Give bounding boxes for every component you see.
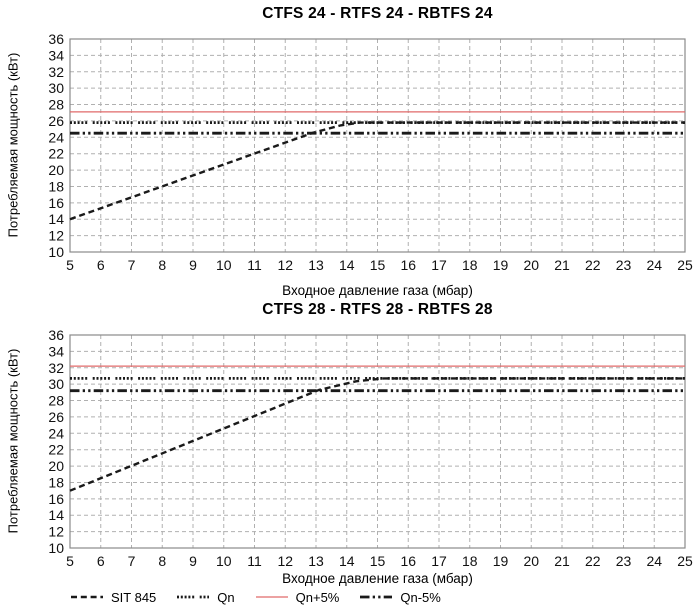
x-tick-label: 6 (97, 553, 105, 569)
y-tick-label: 28 (48, 393, 64, 409)
legend: SIT 845 Qn Qn+5% Qn-5% (70, 589, 441, 605)
y-tick-label: 16 (48, 491, 64, 507)
x-tick-label: 7 (128, 553, 136, 569)
legend-item-qn: Qn (176, 589, 235, 605)
x-tick-label: 19 (493, 553, 509, 569)
x-tick-label: 14 (339, 553, 355, 569)
y-tick-label: 18 (48, 474, 64, 490)
chart-title-28: CTFS 28 - RTFS 28 - RBTFS 28 (262, 301, 493, 318)
x-tick-label: 25 (677, 553, 693, 569)
x-tick-label: 13 (308, 553, 324, 569)
y-tick-label: 26 (48, 409, 64, 425)
legend-line-sample (360, 595, 393, 599)
x-tick-label: 23 (616, 257, 632, 273)
legend-line-sample (177, 595, 210, 599)
y-tick-label: 30 (48, 376, 64, 392)
plot-border (69, 38, 686, 253)
x-tick-label: 17 (431, 553, 447, 569)
legend-label: Qn-5% (400, 589, 441, 605)
x-tick-label: 16 (400, 553, 416, 569)
y-tick-label: 36 (48, 327, 64, 343)
x-tick-label: 24 (646, 257, 662, 273)
y-tick-label: 14 (48, 507, 64, 523)
y-tick-label: 22 (48, 442, 64, 458)
y-tick-label: 32 (48, 64, 64, 80)
y-tick-label: 14 (48, 211, 64, 227)
x-tick-label: 15 (370, 553, 386, 569)
legend-item-qn-5-: Qn-5% (359, 589, 441, 605)
chart-plot-28: 5 6 7 8 9 10 11 12 13 14 15 16 17 18 19 20 21 22 23 24 25101… (48, 327, 693, 569)
x-tick-label: 12 (277, 553, 293, 569)
x-tick-label: 14 (339, 257, 355, 273)
y-tick-label: 16 (48, 195, 64, 211)
y-tick-label: 26 (48, 113, 64, 129)
x-tick-label: 23 (616, 553, 632, 569)
y-tick-label: 20 (48, 162, 64, 178)
x-tick-label: 25 (677, 257, 693, 273)
legend-label: SIT 845 (111, 589, 157, 605)
y-tick-label: 24 (48, 425, 64, 441)
x-tick-label: 11 (247, 257, 262, 273)
chart-title-24: CTFS 24 - RTFS 24 - RBTFS 24 (262, 5, 493, 22)
x-tick-label: 16 (400, 257, 416, 273)
y-tick-label: 34 (48, 47, 64, 63)
x-tick-label: 5 (66, 257, 74, 273)
y-tick-label: 28 (48, 97, 64, 113)
legend-item-qn-5-: Qn+5% (255, 589, 340, 605)
x-tick-label: 18 (462, 257, 478, 273)
x-tick-label: 21 (554, 257, 570, 273)
x-tick-label: 8 (158, 553, 166, 569)
legend-label: Qn+5% (295, 589, 340, 605)
x-tick-label: 10 (216, 257, 232, 273)
x-tick-label: 12 (277, 257, 293, 273)
x-tick-label: 18 (462, 553, 478, 569)
y-tick-label: 24 (48, 129, 64, 145)
x-tick-label: 13 (308, 257, 324, 273)
x-tick-label: 20 (523, 257, 539, 273)
y-tick-label: 34 (48, 343, 64, 359)
x-tick-label: 24 (646, 553, 662, 569)
x-tick-label: 8 (158, 257, 166, 273)
y-tick-label: 22 (48, 146, 64, 162)
x-tick-label: 19 (493, 257, 509, 273)
y-tick-label: 12 (48, 228, 64, 244)
x-tick-label: 9 (189, 553, 197, 569)
chart-plot-24: 5 6 7 8 9 10 11 12 13 14 15 16 17 18 19 20 21 22 23 24 25101… (48, 31, 693, 273)
x-tick-label: 22 (585, 553, 601, 569)
y-tick-label: 18 (48, 178, 64, 194)
x-axis-label-28: Входное давление газа (мбар) (282, 571, 473, 586)
legend-label: Qn (217, 589, 235, 605)
x-tick-label: 17 (431, 257, 447, 273)
y-tick-label: 30 (48, 80, 64, 96)
x-tick-label: 11 (247, 553, 262, 569)
x-tick-label: 20 (523, 553, 539, 569)
x-tick-label: 7 (128, 257, 136, 273)
y-tick-label: 12 (48, 524, 64, 540)
x-tick-label: 9 (189, 257, 197, 273)
plot-border (69, 334, 686, 549)
x-axis-label-24: Входное давление газа (мбар) (282, 283, 473, 298)
y-tick-label: 36 (48, 31, 64, 47)
y-tick-label: 20 (48, 458, 64, 474)
x-tick-label: 10 (216, 553, 232, 569)
x-tick-label: 21 (554, 553, 570, 569)
y-tick-label: 32 (48, 360, 64, 376)
legend-line-sample (255, 596, 288, 598)
x-tick-label: 22 (585, 257, 601, 273)
legend-item-sit-845: SIT 845 (70, 590, 156, 605)
x-tick-label: 6 (97, 257, 105, 273)
legend-line-sample (71, 595, 103, 599)
x-tick-label: 15 (370, 257, 386, 273)
y-tick-label: 10 (48, 540, 64, 556)
y-tick-label: 10 (48, 244, 64, 260)
x-tick-label: 5 (66, 553, 74, 569)
